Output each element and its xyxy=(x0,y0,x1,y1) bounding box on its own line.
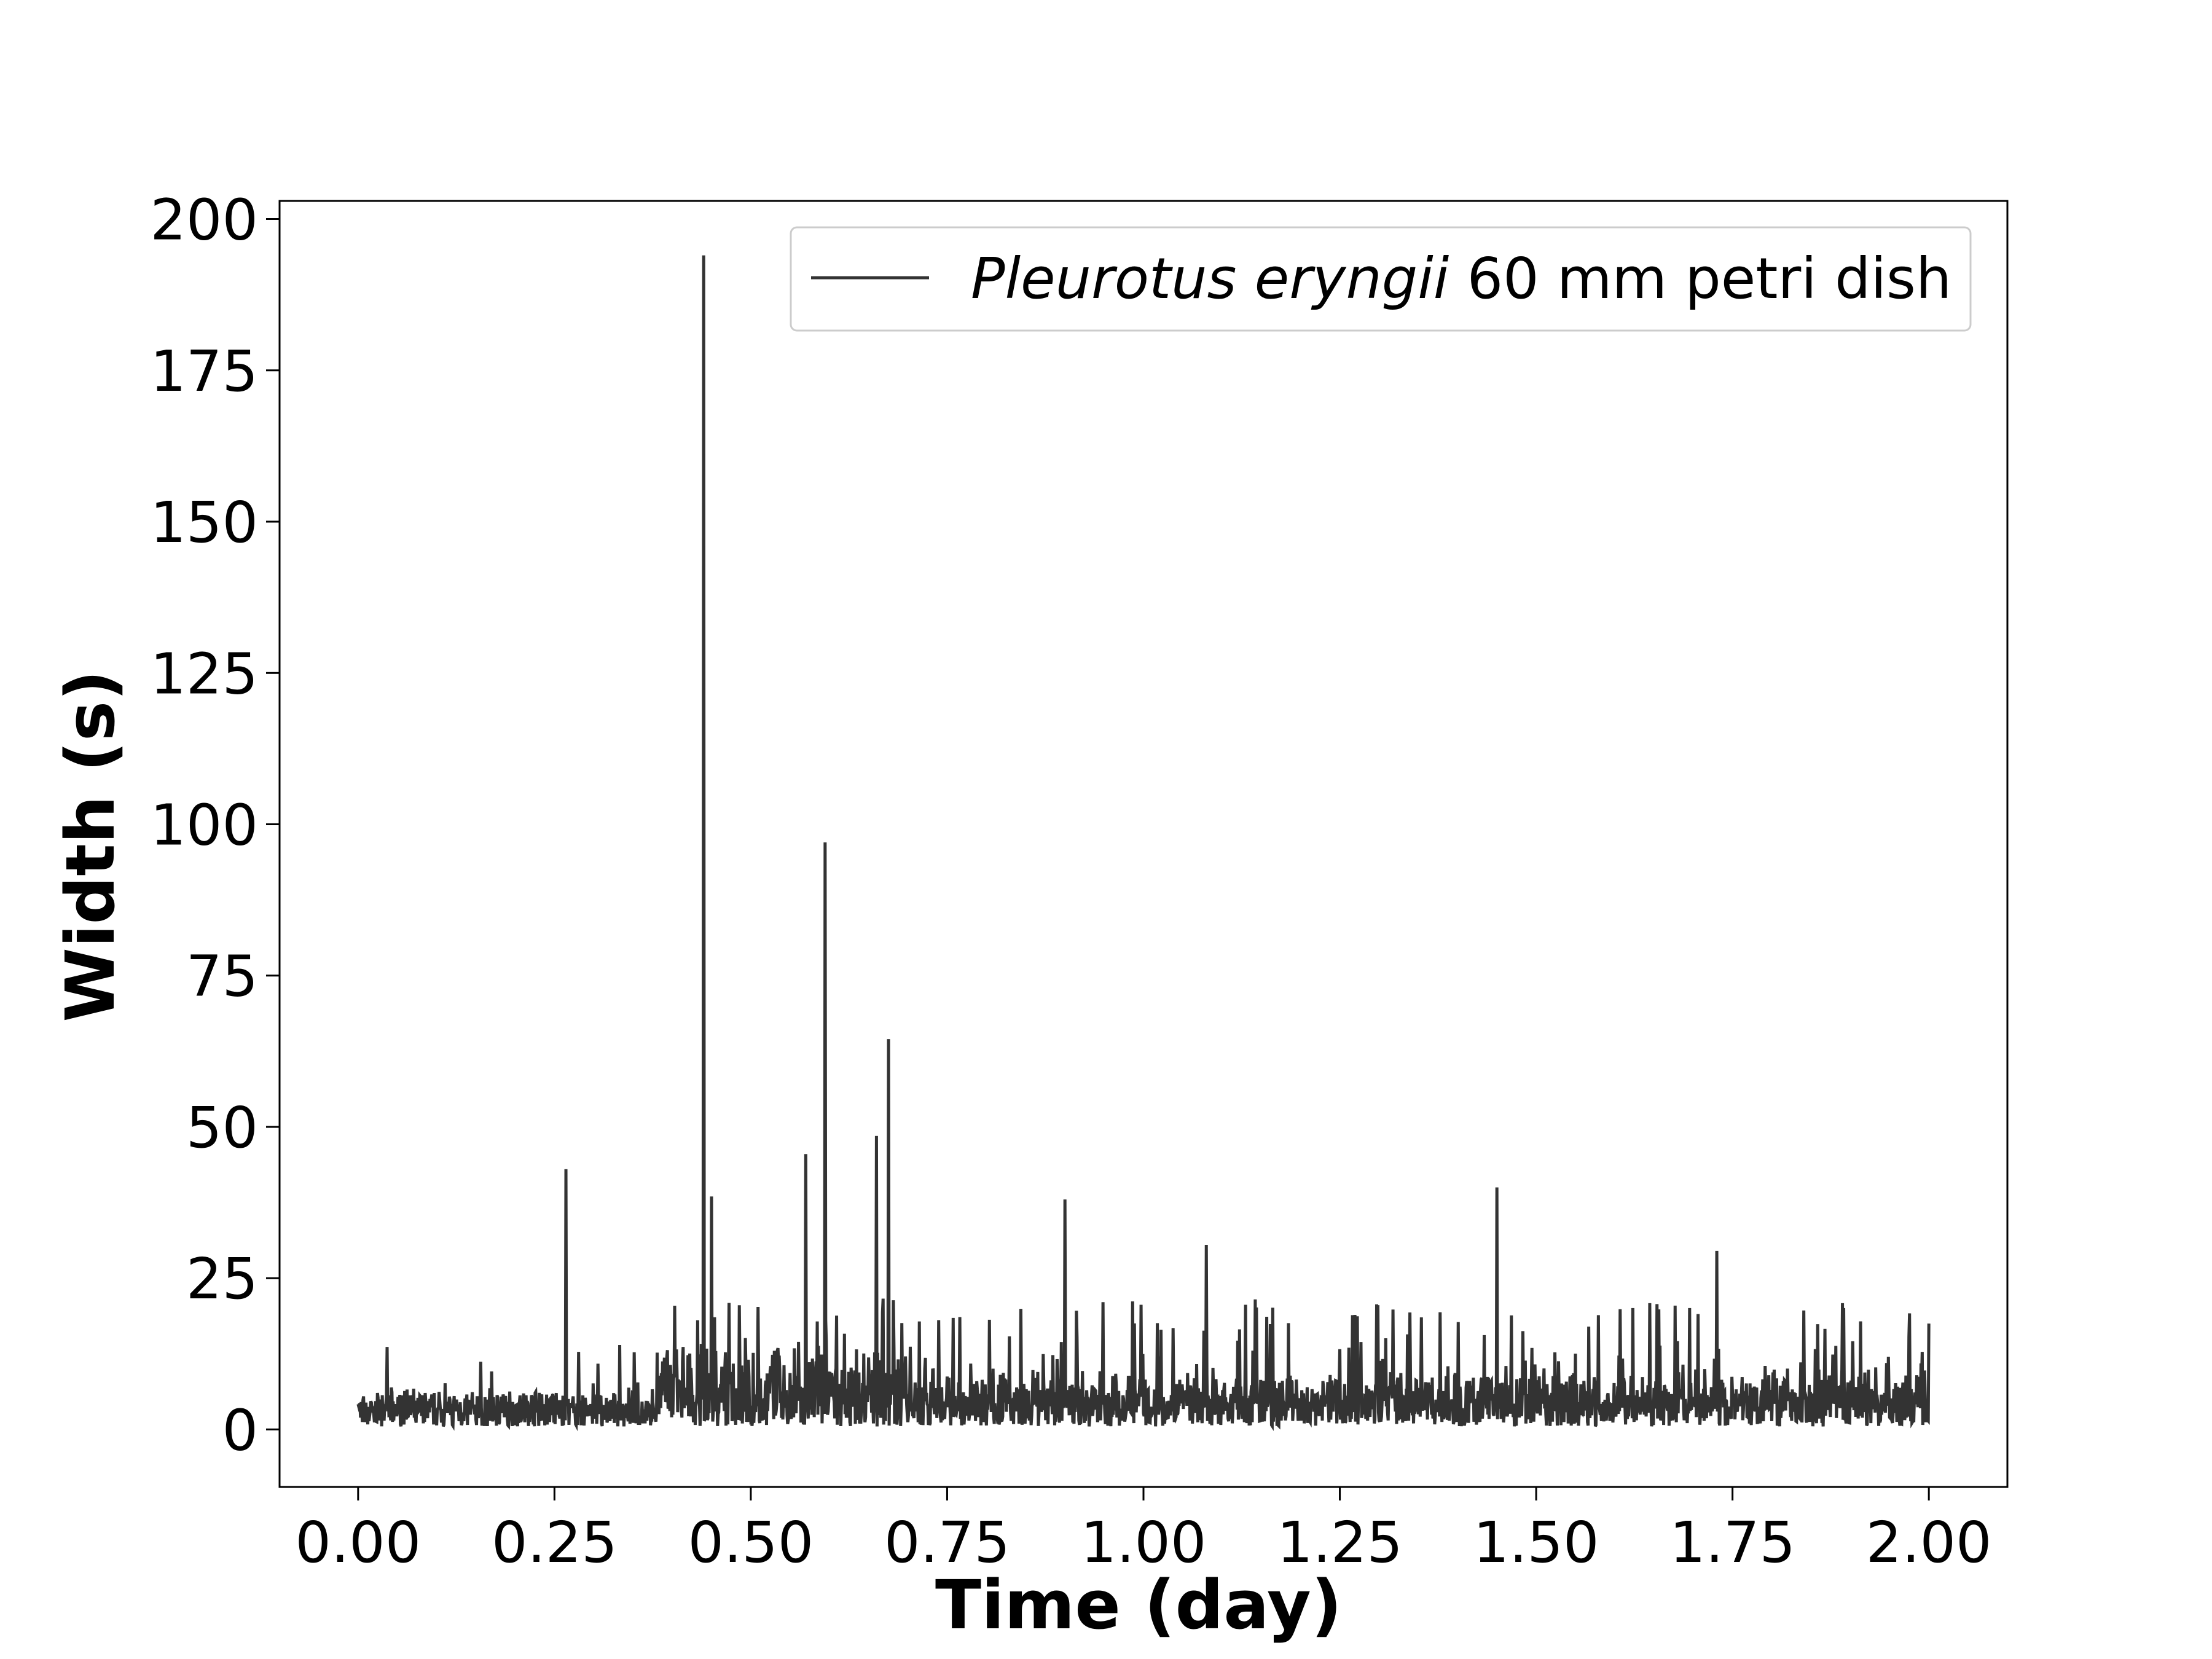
x-tick-label: 1.50 xyxy=(1473,1510,1599,1575)
y-tick-label: 200 xyxy=(150,187,258,253)
y-tick-label: 75 xyxy=(186,944,258,1010)
y-axis: 0 25 50 75 100 125 150 175 200 xyxy=(150,187,280,1463)
y-tick-label: 0 xyxy=(222,1397,258,1463)
y-tick-label: 175 xyxy=(150,339,258,404)
legend-description: 60 mm petri dish xyxy=(1449,246,1951,312)
plot-series xyxy=(356,255,1931,1432)
y-tick-label: 100 xyxy=(150,792,258,858)
y-tick-label: 125 xyxy=(150,641,258,707)
x-tick-label: 0.25 xyxy=(492,1510,618,1575)
x-tick-label: 1.25 xyxy=(1277,1510,1403,1575)
x-axis-label: Time (day) xyxy=(935,1566,1342,1644)
legend: Pleurotus eryngii 60 mm petri dish xyxy=(790,226,1972,332)
legend-entry: Pleurotus eryngii 60 mm petri dish xyxy=(971,246,1951,312)
series-line xyxy=(356,255,1931,1432)
legend-species-name: Pleurotus eryngii xyxy=(971,246,1449,312)
legend-box xyxy=(790,226,1972,332)
x-tick-label: 2.00 xyxy=(1866,1510,1992,1575)
y-axis-label: Width (s) xyxy=(51,670,130,1022)
x-axis: 0.00 0.25 0.50 0.75 1.00 1.25 1.50 1.75 2.00 xyxy=(295,1487,1992,1575)
axes-frame xyxy=(278,200,2009,1488)
y-tick-label: 50 xyxy=(186,1095,258,1161)
x-tick-label: 0.75 xyxy=(884,1510,1010,1575)
x-tick-label: 0.50 xyxy=(688,1510,814,1575)
x-tick-label: 1.00 xyxy=(1081,1510,1207,1575)
y-tick-label: 150 xyxy=(150,490,258,555)
x-tick-label: 1.75 xyxy=(1669,1510,1795,1575)
x-tick-label: 0.00 xyxy=(295,1510,421,1575)
y-tick-label: 25 xyxy=(186,1246,258,1312)
